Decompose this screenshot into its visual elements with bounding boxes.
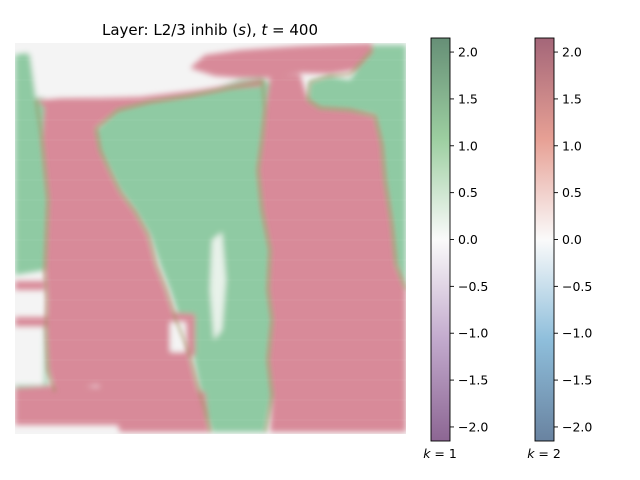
boundary-right — [307, 98, 406, 291]
region-green-right-top — [308, 45, 406, 290]
region-red-right-column — [258, 74, 406, 432]
boundary-center-right — [256, 79, 274, 433]
colorbar-k1-tick-label: −2.0 — [458, 419, 488, 434]
colorbar-k2-tick-label: 0.5 — [562, 185, 582, 200]
colorbar-k1-tick-label: 1.5 — [458, 91, 478, 106]
colorbar-k2-tick-label: 2.0 — [562, 45, 582, 60]
colorbar-k1-tick-label: −1.0 — [458, 326, 488, 341]
colorbar-k2: 2.0 1.5 1.0 0.5 0.0 −0.5 −1.0 −1.5 −2.0 k = 2 — [527, 37, 592, 461]
region-red-left-strip-1 — [15, 281, 45, 290]
region-white-left-gap — [15, 327, 44, 385]
colorbar-k1-label: k = 1 — [423, 446, 457, 461]
colorbar-k1-tick-label: 0.0 — [458, 232, 478, 247]
colorbar-k1: 2.0 1.5 1.0 0.5 0.0 −0.5 −1.0 −1.5 −2.0 k = 1 — [423, 37, 488, 461]
region-green-left — [15, 52, 48, 275]
boundary-center-left — [94, 127, 212, 433]
region-white-hole-1 — [170, 322, 186, 352]
colorbar-k1-tick-label: −0.5 — [458, 279, 488, 294]
colorbar-k1-tick-label: 2.0 — [458, 45, 478, 60]
colorbar-k2-tick-label: −0.5 — [562, 279, 592, 294]
region-white-streak — [210, 232, 226, 340]
chart-title: Layer: L2/3 inhib (s), t = 400 — [102, 21, 318, 39]
region-white-top-left — [15, 43, 190, 98]
colorbar-k1-tick-label: −1.5 — [458, 373, 488, 388]
colorbar-k1-ticks: 2.0 1.5 1.0 0.5 0.0 −0.5 −1.0 −1.5 −2.0 — [450, 45, 488, 434]
colorbar-k2-ticks: 2.0 1.5 1.0 0.5 0.0 −0.5 −1.0 −1.5 −2.0 — [554, 45, 592, 434]
colorbar-k1-tick-label: 0.5 — [458, 185, 478, 200]
boundary-top-right — [306, 48, 374, 101]
colorbar-k2-tick-label: 1.0 — [562, 138, 582, 153]
colorbar-k2-label: k = 2 — [527, 446, 561, 461]
colorbar-k2-tick-label: 1.5 — [562, 91, 582, 106]
boundary-left — [34, 99, 57, 393]
heatmap-image — [15, 43, 406, 434]
heatmap-striping — [15, 59, 406, 421]
region-red-bottom-left — [15, 385, 208, 425]
colorbar-k2-fill — [535, 38, 554, 441]
region-red-top-band — [190, 43, 372, 78]
colorbar-k2-tick-label: −1.5 — [562, 373, 592, 388]
region-green-center — [96, 78, 272, 432]
boundary-top — [95, 80, 263, 130]
colorbar-k2-tick-label: 0.0 — [562, 232, 582, 247]
region-red-left-strip-2 — [15, 317, 50, 327]
colorbar-k1-fill — [431, 38, 450, 441]
colorbar-k2-tick-label: −1.0 — [562, 326, 592, 341]
colorbar-k1-tick-label: 1.0 — [458, 138, 478, 153]
colorbar-k2-tick-label: −2.0 — [562, 419, 592, 434]
